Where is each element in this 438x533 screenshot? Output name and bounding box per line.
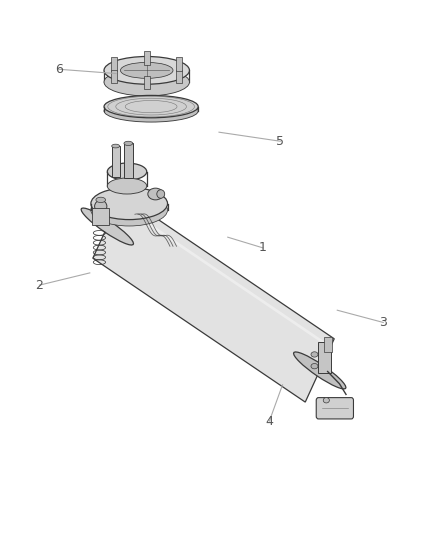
Ellipse shape (104, 100, 198, 122)
Ellipse shape (120, 62, 173, 78)
Bar (112, 146, 120, 177)
Ellipse shape (157, 190, 165, 198)
Bar (324, 337, 332, 352)
Ellipse shape (293, 352, 346, 389)
Ellipse shape (311, 352, 318, 357)
Bar (318, 342, 331, 373)
Ellipse shape (124, 141, 133, 146)
Text: 5: 5 (276, 135, 284, 148)
Ellipse shape (81, 208, 134, 245)
Ellipse shape (95, 200, 107, 212)
FancyBboxPatch shape (144, 51, 150, 65)
FancyBboxPatch shape (144, 76, 150, 90)
Ellipse shape (104, 68, 189, 96)
Text: 1: 1 (259, 241, 267, 254)
Ellipse shape (91, 188, 167, 220)
Ellipse shape (107, 163, 147, 180)
Text: 4: 4 (265, 415, 273, 427)
FancyBboxPatch shape (176, 69, 182, 83)
Ellipse shape (104, 56, 189, 84)
FancyBboxPatch shape (316, 398, 353, 419)
FancyBboxPatch shape (176, 58, 182, 71)
Ellipse shape (112, 144, 120, 148)
FancyBboxPatch shape (111, 58, 117, 71)
Text: 2: 2 (35, 279, 43, 292)
Ellipse shape (96, 197, 106, 203)
Ellipse shape (104, 95, 198, 118)
Ellipse shape (323, 398, 329, 403)
Bar (92, 208, 109, 225)
Ellipse shape (148, 188, 163, 200)
Ellipse shape (91, 194, 167, 226)
Ellipse shape (107, 178, 147, 194)
Text: 3: 3 (379, 316, 387, 329)
Text: 6: 6 (55, 63, 63, 76)
FancyBboxPatch shape (111, 69, 117, 83)
Polygon shape (93, 195, 334, 402)
Bar (124, 143, 133, 178)
Ellipse shape (311, 364, 318, 369)
